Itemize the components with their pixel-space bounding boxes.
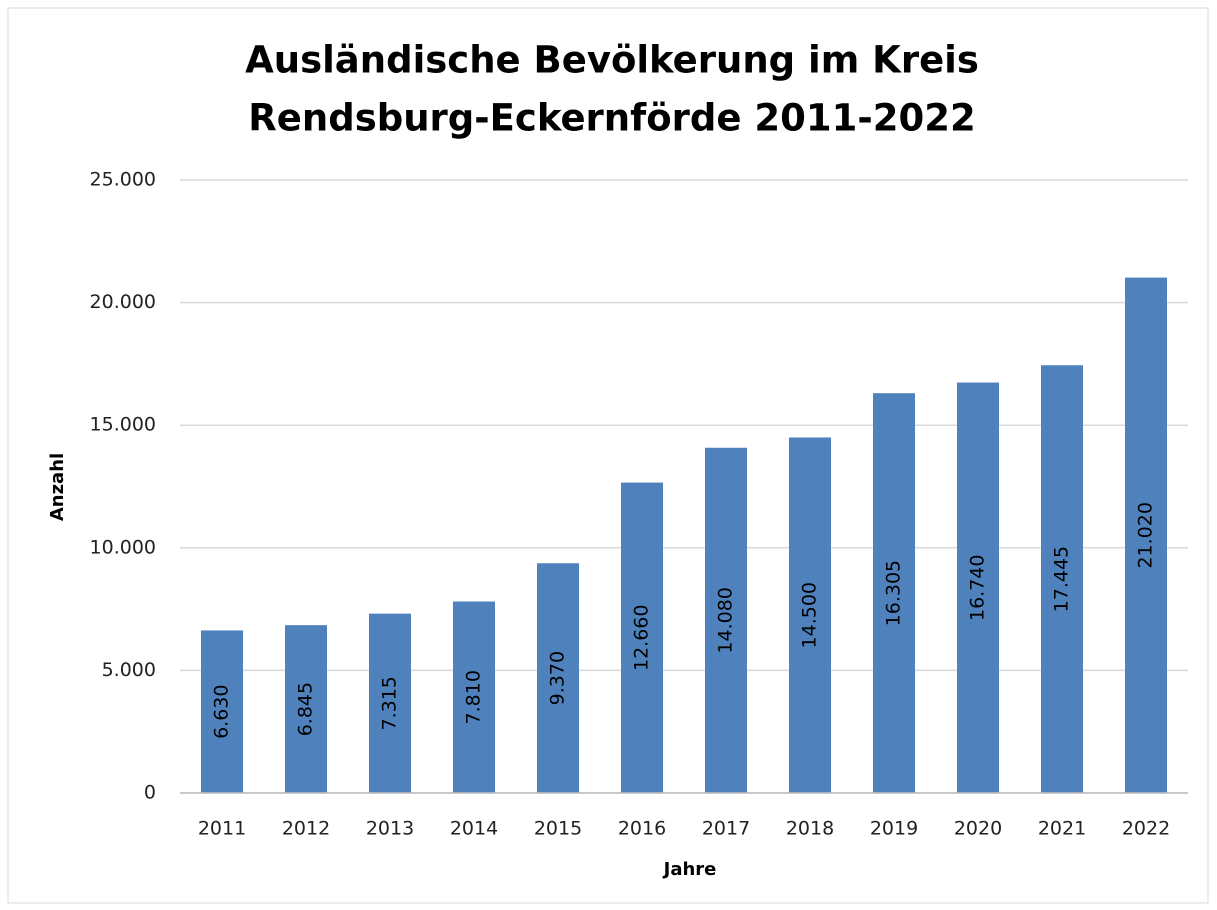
data-label: 21.020 bbox=[1135, 502, 1157, 568]
x-tick-label: 2017 bbox=[702, 818, 750, 840]
bar bbox=[789, 437, 831, 793]
y-tick-label: 15.000 bbox=[90, 414, 156, 436]
x-tick-label: 2020 bbox=[954, 818, 1002, 840]
y-axis-label: Anzahl bbox=[47, 453, 68, 521]
x-tick-label: 2014 bbox=[450, 818, 498, 840]
bar bbox=[873, 393, 915, 793]
data-label: 9.370 bbox=[547, 651, 569, 705]
y-tick-label: 20.000 bbox=[90, 291, 156, 313]
chart-border bbox=[7, 7, 1209, 904]
y-tick-label: 25.000 bbox=[90, 169, 156, 191]
y-tick-label: 5.000 bbox=[102, 659, 156, 681]
data-label: 14.500 bbox=[799, 582, 821, 648]
x-tick-label: 2022 bbox=[1122, 818, 1170, 840]
data-label: 6.630 bbox=[211, 685, 233, 739]
y-tick-label: 10.000 bbox=[90, 536, 156, 558]
bar bbox=[1125, 277, 1167, 793]
data-label: 14.080 bbox=[715, 587, 737, 653]
x-tick-label: 2015 bbox=[534, 818, 582, 840]
bar bbox=[537, 563, 579, 793]
y-tick-label: 0 bbox=[144, 782, 156, 804]
bar bbox=[369, 613, 411, 793]
x-tick-label: 2018 bbox=[786, 818, 834, 840]
x-tick-label: 2019 bbox=[870, 818, 918, 840]
bar bbox=[957, 382, 999, 793]
bar bbox=[621, 482, 663, 793]
bar bbox=[1041, 365, 1083, 793]
bar bbox=[201, 630, 243, 793]
chart-title: Rendsburg-Eckernförde 2011-2022 bbox=[248, 97, 975, 140]
bar bbox=[705, 447, 747, 793]
data-label: 6.845 bbox=[295, 682, 317, 736]
data-label: 16.740 bbox=[967, 555, 989, 621]
x-tick-label: 2012 bbox=[282, 818, 330, 840]
data-label: 16.305 bbox=[883, 560, 905, 626]
data-label: 7.810 bbox=[463, 670, 485, 724]
x-tick-label: 2021 bbox=[1038, 818, 1086, 840]
bar bbox=[285, 625, 327, 793]
chart-title: Ausländische Bevölkerung im Kreis bbox=[245, 39, 979, 82]
x-axis-label: Jahre bbox=[662, 859, 717, 880]
x-tick-label: 2016 bbox=[618, 818, 666, 840]
data-label: 7.315 bbox=[379, 676, 401, 730]
x-tick-label: 2013 bbox=[366, 818, 414, 840]
data-label: 17.445 bbox=[1051, 546, 1073, 612]
data-label: 12.660 bbox=[631, 605, 653, 671]
bar bbox=[453, 601, 495, 793]
x-tick-label: 2011 bbox=[198, 818, 246, 840]
